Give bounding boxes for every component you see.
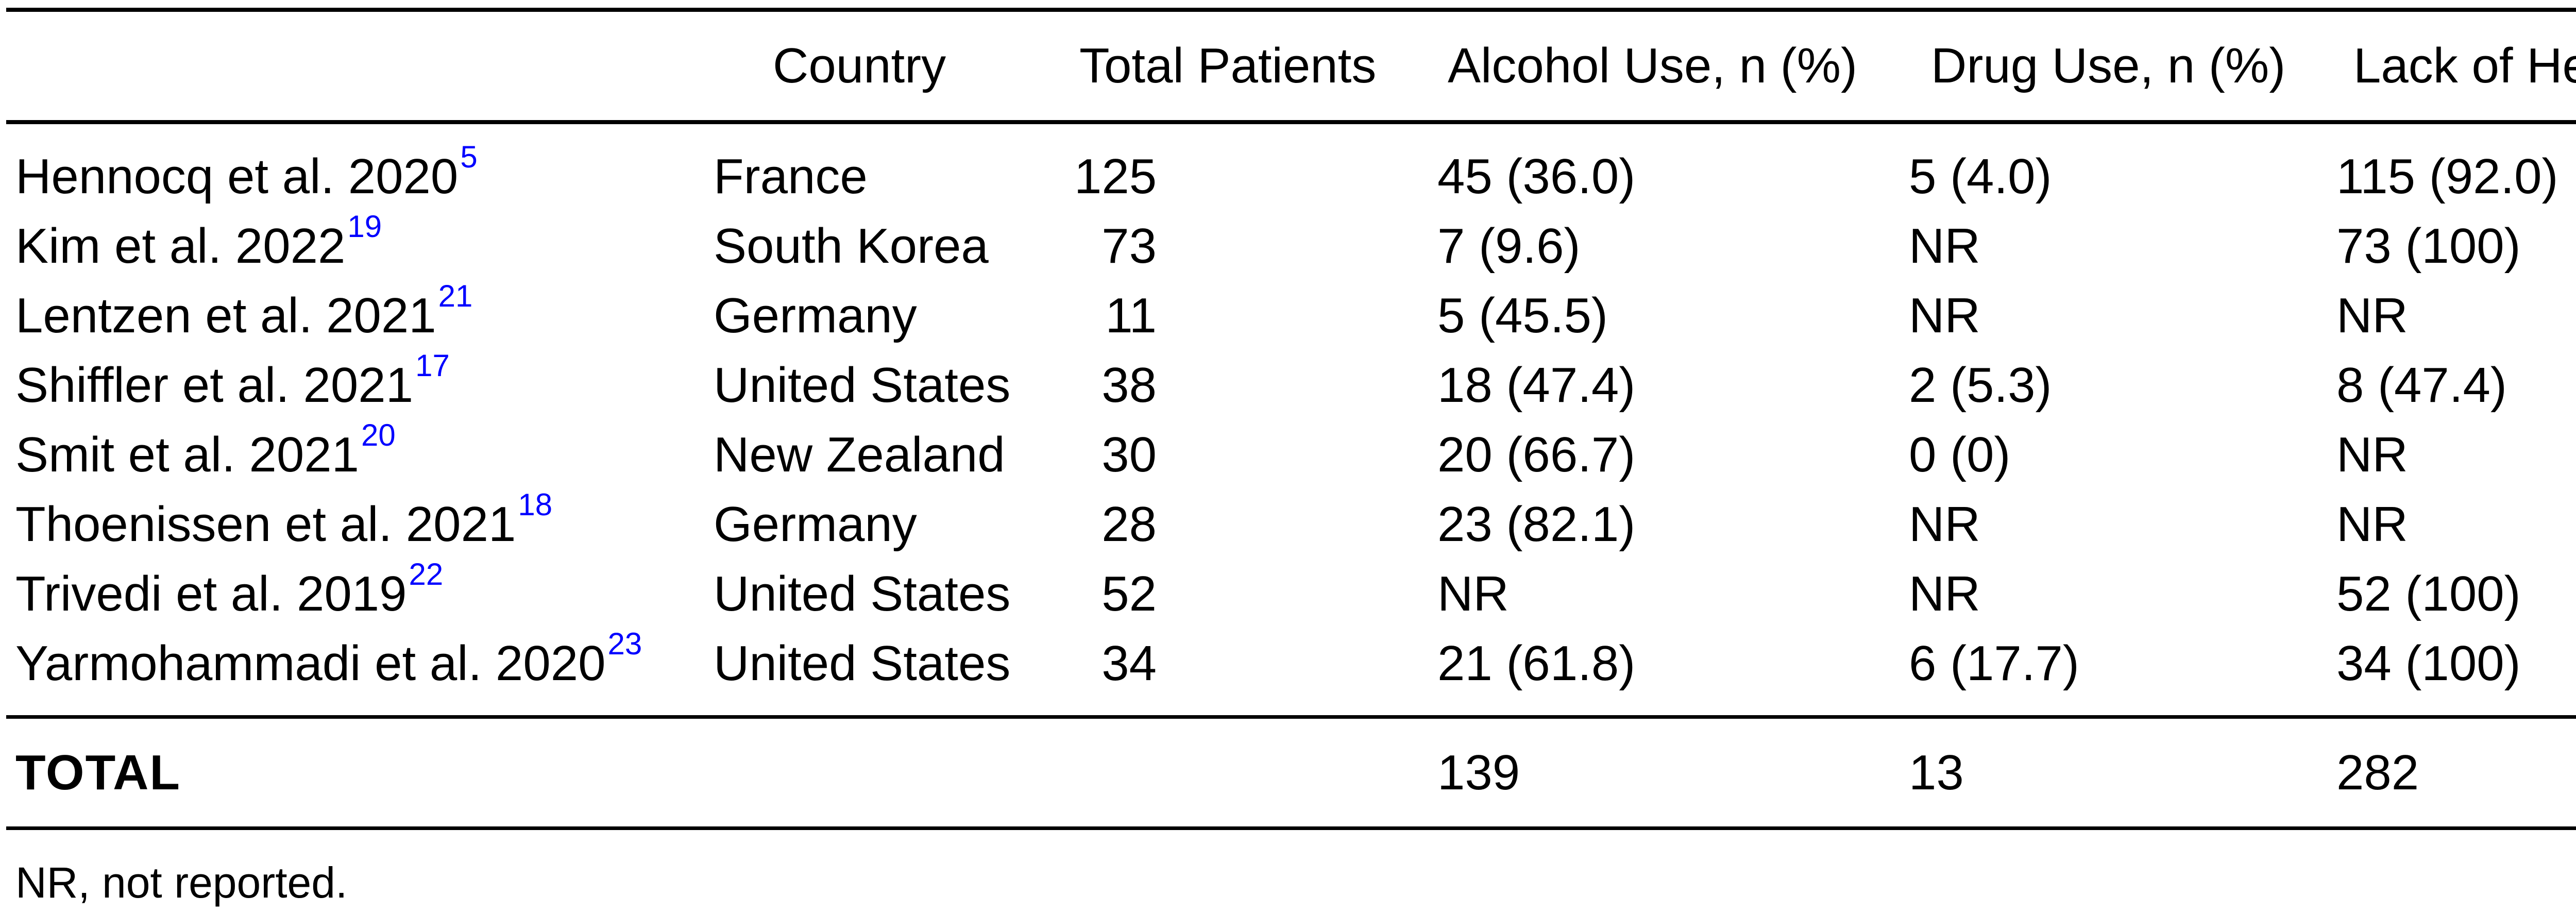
header-rule [6, 120, 2576, 124]
total-helmet-cell: 282 [2336, 745, 2419, 800]
alcohol-use-cell: 18 (47.4) [1437, 357, 1636, 413]
total-patients-cell: 11 [1074, 288, 1437, 344]
alcohol-use-cell: 7 (9.6) [1437, 218, 1581, 274]
country-cell: United States [714, 635, 1011, 691]
drug-use-cell: NR [1909, 288, 1980, 343]
total-patients-value: 34 [1101, 635, 1157, 691]
country-cell: United States [714, 357, 1011, 413]
total-patients-value: 52 [1101, 566, 1157, 621]
drug-use-cell: NR [1909, 218, 1980, 274]
citation-ref-link[interactable]: 22 [409, 556, 444, 591]
helmet-use-cell: 73 (100) [2336, 218, 2521, 274]
study-cell: Thoenissen et al. 202118 [15, 487, 714, 553]
study-cell: Yarmohammadi et al. 202023 [15, 627, 714, 692]
helmet-use-cell: NR [2336, 288, 2408, 343]
study-cell: Hennocq et al. 20205 [15, 140, 714, 205]
table-row: Shiffler et al. 202117 United States 38 … [15, 348, 2576, 420]
total-label: TOTAL [15, 745, 181, 800]
table-row: Lentzen et al. 202121 Germany 11 5 (45.5… [15, 279, 2576, 350]
bottom-rule [6, 826, 2576, 830]
total-alcohol-cell: 139 [1437, 745, 1520, 800]
citation-ref-link[interactable]: 20 [361, 417, 396, 452]
study-name: Yarmohammadi et al. 2020 [15, 635, 606, 691]
table-body: Hennocq et al. 20205 France 125 45 (36.0… [15, 124, 2576, 715]
drug-use-cell: NR [1909, 566, 1980, 621]
table-row: Yarmohammadi et al. 202023 United States… [15, 627, 2576, 698]
study-name: Trivedi et al. 2019 [15, 566, 407, 621]
study-name: Lentzen et al. 2021 [15, 288, 436, 343]
citation-ref-link[interactable]: 5 [460, 139, 478, 174]
total-patients-cell: 125 [1074, 148, 1437, 205]
total-drug-cell: 13 [1909, 745, 1964, 800]
total-patients-cell: 73 [1074, 218, 1437, 275]
study-name: Smit et al. 2021 [15, 427, 360, 482]
study-name: Hennocq et al. 2020 [15, 148, 459, 204]
top-rule [6, 8, 2576, 12]
total-patients-value: 28 [1101, 496, 1157, 552]
country-cell: New Zealand [714, 427, 1005, 482]
drug-use-cell: NR [1909, 496, 1980, 552]
header-total-patients: Total Patients [1079, 38, 1377, 93]
total-patients-cell: 28 [1074, 496, 1437, 553]
drug-use-cell: 6 (17.7) [1909, 635, 2079, 691]
helmet-use-cell: 115 (92.0) [2336, 148, 2558, 204]
helmet-use-cell: 8 (47.4) [2336, 357, 2507, 413]
table-row: Thoenissen et al. 202118 Germany 28 23 (… [15, 487, 2576, 559]
helmet-use-cell: 52 (100) [2336, 566, 2521, 621]
table-footnote: NR, not reported. [15, 858, 348, 907]
total-patients-value: 125 [1074, 148, 1157, 204]
alcohol-use-cell: 45 (36.0) [1437, 148, 1636, 204]
header-country: Country [773, 38, 946, 93]
body-bottom-rule [6, 715, 2576, 719]
table-row: Trivedi et al. 201922 United States 52 N… [15, 557, 2576, 629]
country-cell: South Korea [714, 218, 989, 274]
citation-ref-link[interactable]: 21 [438, 278, 473, 313]
study-name: Shiffler et al. 2021 [15, 357, 414, 413]
total-patients-value: 73 [1101, 218, 1157, 274]
table-row: Kim et al. 202219 South Korea 73 7 (9.6)… [15, 209, 2576, 281]
total-patients-cell: 38 [1074, 357, 1437, 414]
country-cell: United States [714, 566, 1011, 621]
total-patients-cell: 52 [1074, 566, 1437, 622]
helmet-use-cell: NR [2336, 496, 2408, 552]
helmet-use-cell: 34 (100) [2336, 635, 2521, 691]
drug-use-cell: 0 (0) [1909, 427, 2011, 482]
study-name: Kim et al. 2022 [15, 218, 346, 274]
alcohol-use-cell: NR [1437, 566, 1509, 621]
study-name: Thoenissen et al. 2021 [15, 496, 516, 552]
alcohol-use-cell: 23 (82.1) [1437, 496, 1636, 552]
total-patients-cell: 30 [1074, 427, 1437, 483]
header-helmet-use: Lack of Helmet Use, n (%) [2353, 38, 2576, 93]
alcohol-use-cell: 5 (45.5) [1437, 288, 1608, 343]
study-cell: Trivedi et al. 201922 [15, 557, 714, 622]
country-cell: Germany [714, 496, 917, 552]
total-patients-value: 30 [1101, 427, 1157, 482]
citation-ref-link[interactable]: 19 [347, 209, 382, 244]
citation-ref-link[interactable]: 17 [415, 348, 450, 383]
study-cell: Lentzen et al. 202121 [15, 279, 714, 344]
total-patients-value: 11 [1105, 288, 1157, 343]
citation-ref-link[interactable]: 23 [607, 626, 642, 661]
citation-ref-link[interactable]: 18 [518, 487, 553, 522]
table-row: Smit et al. 202120 New Zealand 30 20 (66… [15, 418, 2576, 489]
total-patients-cell: 34 [1074, 635, 1437, 692]
drug-use-cell: 5 (4.0) [1909, 148, 2052, 204]
table-header-row: Country Total Patients Alcohol Use, n (%… [15, 12, 2576, 120]
study-cell: Shiffler et al. 202117 [15, 348, 714, 414]
helmet-use-cell: NR [2336, 427, 2408, 482]
drug-use-cell: 2 (5.3) [1909, 357, 2052, 413]
total-patients-value: 38 [1101, 357, 1157, 413]
country-cell: Germany [714, 288, 917, 343]
total-row: TOTAL 139 13 282 [15, 719, 2576, 826]
country-cell: France [714, 148, 868, 204]
study-cell: Smit et al. 202120 [15, 418, 714, 483]
header-drug-use: Drug Use, n (%) [1931, 38, 2286, 93]
alcohol-use-cell: 20 (66.7) [1437, 427, 1636, 482]
study-cell: Kim et al. 202219 [15, 209, 714, 275]
alcohol-use-cell: 21 (61.8) [1437, 635, 1636, 691]
table-row: Hennocq et al. 20205 France 125 45 (36.0… [15, 140, 2576, 211]
header-alcohol-use: Alcohol Use, n (%) [1448, 38, 1857, 93]
